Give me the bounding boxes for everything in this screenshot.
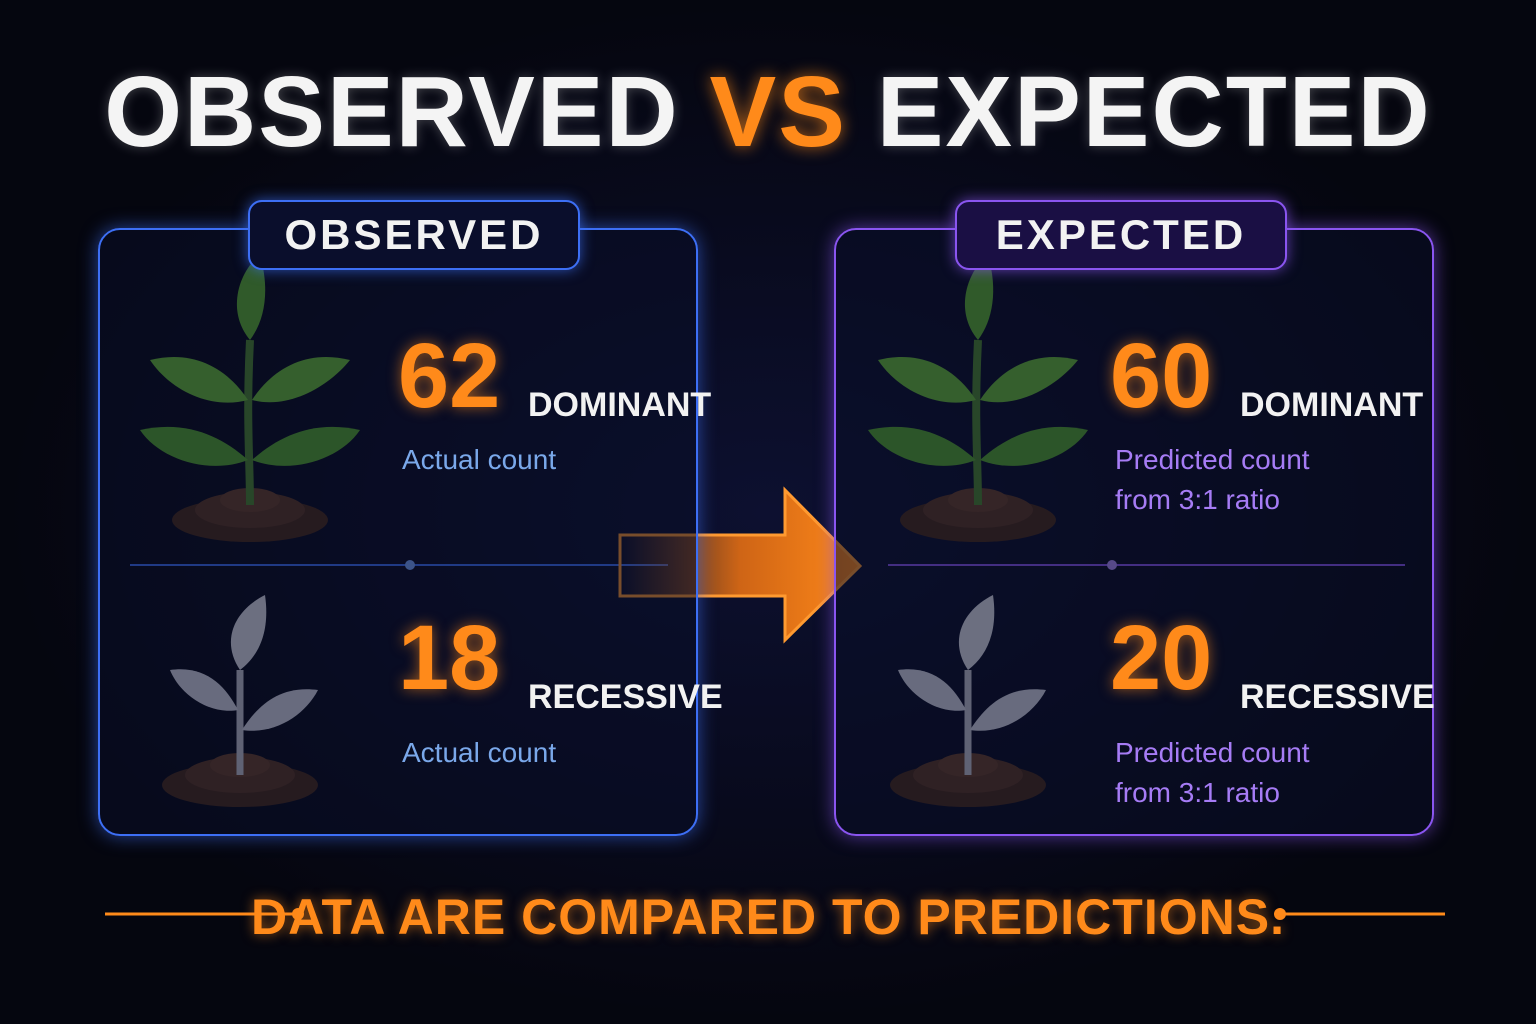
- panel-label: OBSERVED: [248, 200, 580, 270]
- note: from 3:1 ratio: [1115, 484, 1280, 515]
- count: 60: [1110, 325, 1213, 427]
- footer-dot: [292, 908, 304, 920]
- title: OBSERVED VS EXPECTED: [0, 55, 1536, 170]
- expected-panel: [834, 228, 1434, 836]
- panel-label: EXPECTED: [955, 200, 1287, 270]
- note: Actual count: [402, 737, 557, 768]
- phenotype: DOMINANT: [528, 386, 712, 424]
- title-right: EXPECTED: [876, 56, 1432, 168]
- count: 20: [1110, 607, 1213, 709]
- title-vs: VS: [709, 56, 847, 168]
- count: 18: [398, 607, 501, 709]
- note: Predicted count: [1115, 444, 1310, 475]
- phenotype: RECESSIVE: [1240, 678, 1435, 716]
- count: 62: [398, 325, 501, 427]
- observed-panel: [98, 228, 698, 836]
- phenotype: DOMINANT: [1240, 386, 1424, 424]
- note: Actual count: [402, 444, 557, 475]
- footer-dot: [1274, 908, 1286, 920]
- note: Predicted count: [1115, 737, 1310, 768]
- title-left: OBSERVED: [104, 56, 680, 168]
- phenotype: RECESSIVE: [528, 678, 723, 716]
- note: from 3:1 ratio: [1115, 777, 1280, 808]
- footer: DATA ARE COMPARED TO PREDICTIONS.: [251, 889, 1285, 945]
